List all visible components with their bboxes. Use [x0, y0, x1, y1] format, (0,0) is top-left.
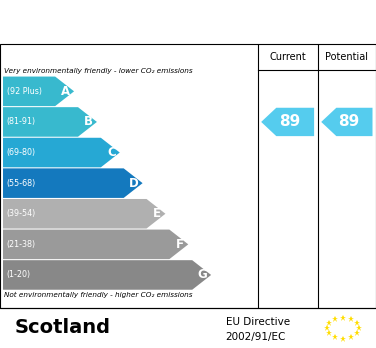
Text: (1-20): (1-20)	[7, 270, 31, 279]
Text: Not environmentally friendly - higher CO₂ emissions: Not environmentally friendly - higher CO…	[4, 292, 192, 298]
Text: F: F	[176, 238, 184, 251]
Polygon shape	[3, 138, 120, 167]
Text: Potential: Potential	[325, 52, 368, 62]
Text: A: A	[61, 85, 70, 98]
Text: Current: Current	[269, 52, 306, 62]
Text: 89: 89	[279, 114, 300, 129]
Text: EU Directive: EU Directive	[226, 317, 290, 327]
Text: Scotland: Scotland	[15, 318, 111, 337]
Polygon shape	[3, 199, 165, 229]
Text: 89: 89	[338, 114, 359, 129]
Polygon shape	[3, 230, 188, 259]
Text: Environmental Impact (CO₂) Rating: Environmental Impact (CO₂) Rating	[43, 14, 333, 29]
Text: (55-68): (55-68)	[7, 179, 36, 188]
Text: (69-80): (69-80)	[7, 148, 36, 157]
Text: (92 Plus): (92 Plus)	[7, 87, 42, 96]
Text: E: E	[153, 207, 161, 220]
Polygon shape	[3, 77, 74, 106]
Text: D: D	[129, 177, 139, 190]
Text: Very environmentally friendly - lower CO₂ emissions: Very environmentally friendly - lower CO…	[4, 68, 193, 74]
Text: (81-91): (81-91)	[7, 117, 36, 126]
Polygon shape	[3, 260, 211, 290]
Polygon shape	[261, 108, 314, 136]
Polygon shape	[3, 107, 97, 137]
Text: 2002/91/EC: 2002/91/EC	[226, 332, 286, 342]
Polygon shape	[3, 168, 143, 198]
Polygon shape	[321, 108, 373, 136]
Text: (39-54): (39-54)	[7, 209, 36, 218]
Text: C: C	[107, 146, 116, 159]
Text: G: G	[198, 268, 208, 282]
Text: (21-38): (21-38)	[7, 240, 36, 249]
Text: B: B	[84, 116, 93, 128]
